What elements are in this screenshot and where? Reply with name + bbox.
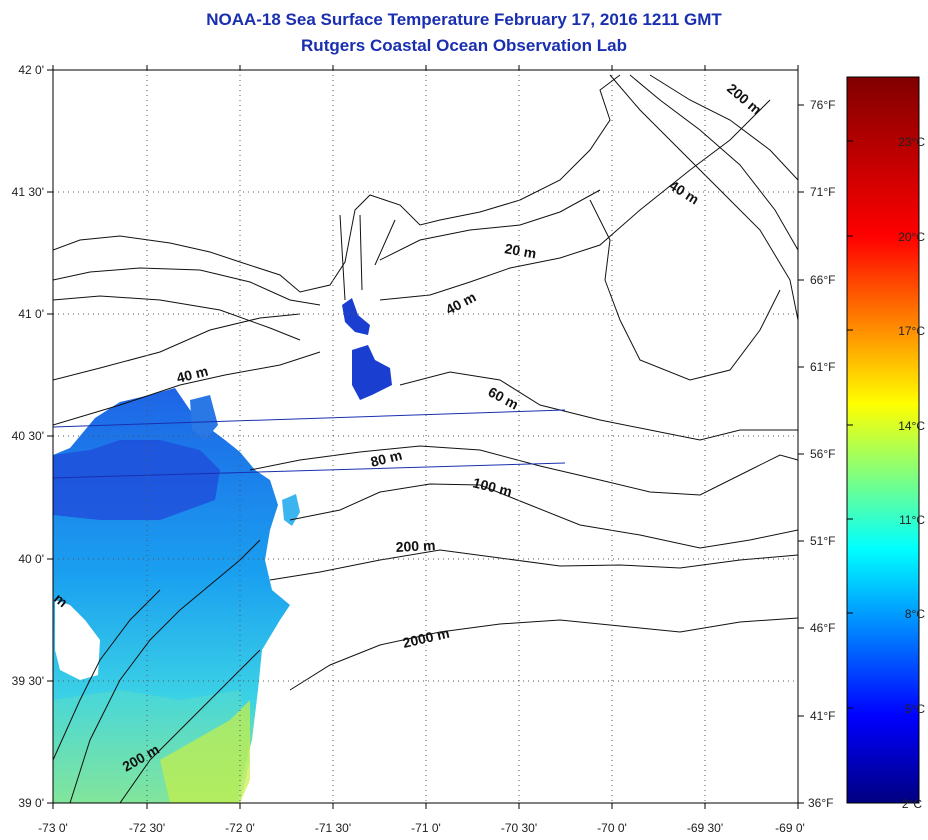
contour-20m — [379, 189, 601, 261]
sst-cool-band — [53, 440, 220, 520]
contour-ne-3 — [649, 74, 798, 181]
lon-label-69: -69 0' — [775, 821, 805, 835]
lon-labels: -73 0' -72 30' -72 0' -71 30' -71 0' -70… — [38, 821, 805, 835]
f-label-51: 51°F — [810, 534, 835, 548]
contour-40m-w1 — [53, 295, 301, 341]
lat-label-40: 40 0' — [18, 552, 44, 566]
f-label-76: 76°F — [810, 98, 835, 112]
c-label-5: 5°C — [905, 702, 925, 716]
lon-label-70-30: -70 30' — [501, 821, 537, 835]
contour-200m — [269, 549, 798, 581]
depth-label-20m: 20 m — [503, 240, 537, 261]
sst-patch-shelf — [282, 494, 300, 526]
coastline — [53, 74, 621, 293]
contour-200m-sw — [69, 539, 261, 803]
map-title: NOAA-18 Sea Surface Temperature February… — [206, 10, 722, 29]
contour-20m-w — [53, 267, 321, 306]
tick-marks — [47, 65, 804, 809]
contour-40m-w2 — [53, 313, 301, 381]
depth-label-100m: 100 m — [471, 474, 513, 499]
lon-label-72-30: -72 30' — [129, 821, 165, 835]
sst-patch-sound-2 — [352, 345, 392, 400]
contour-ne-1 — [609, 74, 798, 321]
depth-label-200m-center: 200 m — [395, 537, 435, 555]
georges-bank-outline — [589, 199, 781, 381]
contours — [53, 74, 798, 803]
map-subtitle: Rutgers Coastal Ocean Observation Lab — [301, 36, 627, 55]
depth-label-40m-ne: 40 m — [666, 177, 702, 207]
c-label-23: 23°C — [898, 135, 925, 149]
c-label-8: 8°C — [905, 607, 925, 621]
colorbar-ticks — [847, 140, 853, 709]
c-label-20: 20°C — [898, 230, 925, 244]
lon-label-69-30: -69 30' — [687, 821, 723, 835]
graticule — [53, 70, 798, 803]
contour-100m-sw — [53, 589, 161, 761]
depth-label-40m-west: 40 m — [175, 363, 210, 386]
contour-60m-w — [53, 351, 321, 426]
celsius-labels: 23°C 20°C 17°C 14°C 11°C 8°C 5°C 2°C — [898, 135, 925, 811]
contour-100m — [289, 483, 798, 549]
sst-patch-sound-1 — [342, 298, 370, 335]
contour-2000m — [289, 617, 798, 691]
lat-label-41: 41 0' — [18, 307, 44, 321]
lon-label-70: -70 0' — [597, 821, 627, 835]
f-label-41: 41°F — [810, 709, 835, 723]
sst-warm-band — [160, 700, 250, 803]
track-lines — [53, 409, 566, 479]
depth-label-2000m: 2000 m — [401, 625, 451, 651]
f-label-71: 71°F — [810, 185, 835, 199]
f-label-56: 56°F — [810, 447, 835, 461]
c-label-11: 11°C — [899, 513, 925, 527]
lon-label-71-30: -71 30' — [315, 821, 351, 835]
track-line-1 — [53, 409, 566, 428]
sst-patch-nearshore — [190, 395, 218, 440]
lon-label-72: -72 0' — [225, 821, 255, 835]
contour-ne-2 — [629, 74, 798, 251]
f-label-66: 66°F — [810, 273, 835, 287]
depth-label-200m-ne: 200 m — [724, 80, 765, 118]
f-label-61: 61°F — [810, 360, 835, 374]
f-label-46: 46°F — [810, 621, 835, 635]
c-label-17: 17°C — [898, 324, 925, 338]
sound-lines — [339, 214, 396, 301]
c-label-2: 2°C — [902, 797, 922, 811]
fahrenheit-labels: 76°F 71°F 66°F 61°F 56°F 51°F 46°F 41°F … — [808, 98, 835, 810]
track-line-2 — [53, 462, 566, 479]
contour-40m — [379, 99, 771, 301]
colorbar — [846, 76, 920, 804]
depth-label-60m: 60 m — [486, 384, 522, 413]
lat-label-39-30: 39 30' — [12, 674, 44, 688]
depth-label-80m: 80 m — [369, 447, 404, 470]
f-label-36: 36°F — [808, 796, 833, 810]
lat-label-42: 42 0' — [18, 63, 44, 77]
lon-label-73: -73 0' — [38, 821, 68, 835]
c-label-14: 14°C — [898, 419, 925, 433]
depth-label-40m-center: 40 m — [443, 289, 479, 318]
no-data-patch — [55, 600, 100, 680]
lat-label-40-30: 40 30' — [12, 429, 44, 443]
lat-labels: 42 0' 41 30' 41 0' 40 30' 40 0' 39 30' 3… — [12, 63, 44, 810]
lon-label-71: -71 0' — [411, 821, 441, 835]
sst-data-layer — [53, 298, 392, 803]
lat-label-41-30: 41 30' — [12, 185, 44, 199]
lat-label-39: 39 0' — [18, 796, 44, 810]
contour-60m — [399, 371, 798, 441]
contour-80m — [249, 445, 798, 496]
